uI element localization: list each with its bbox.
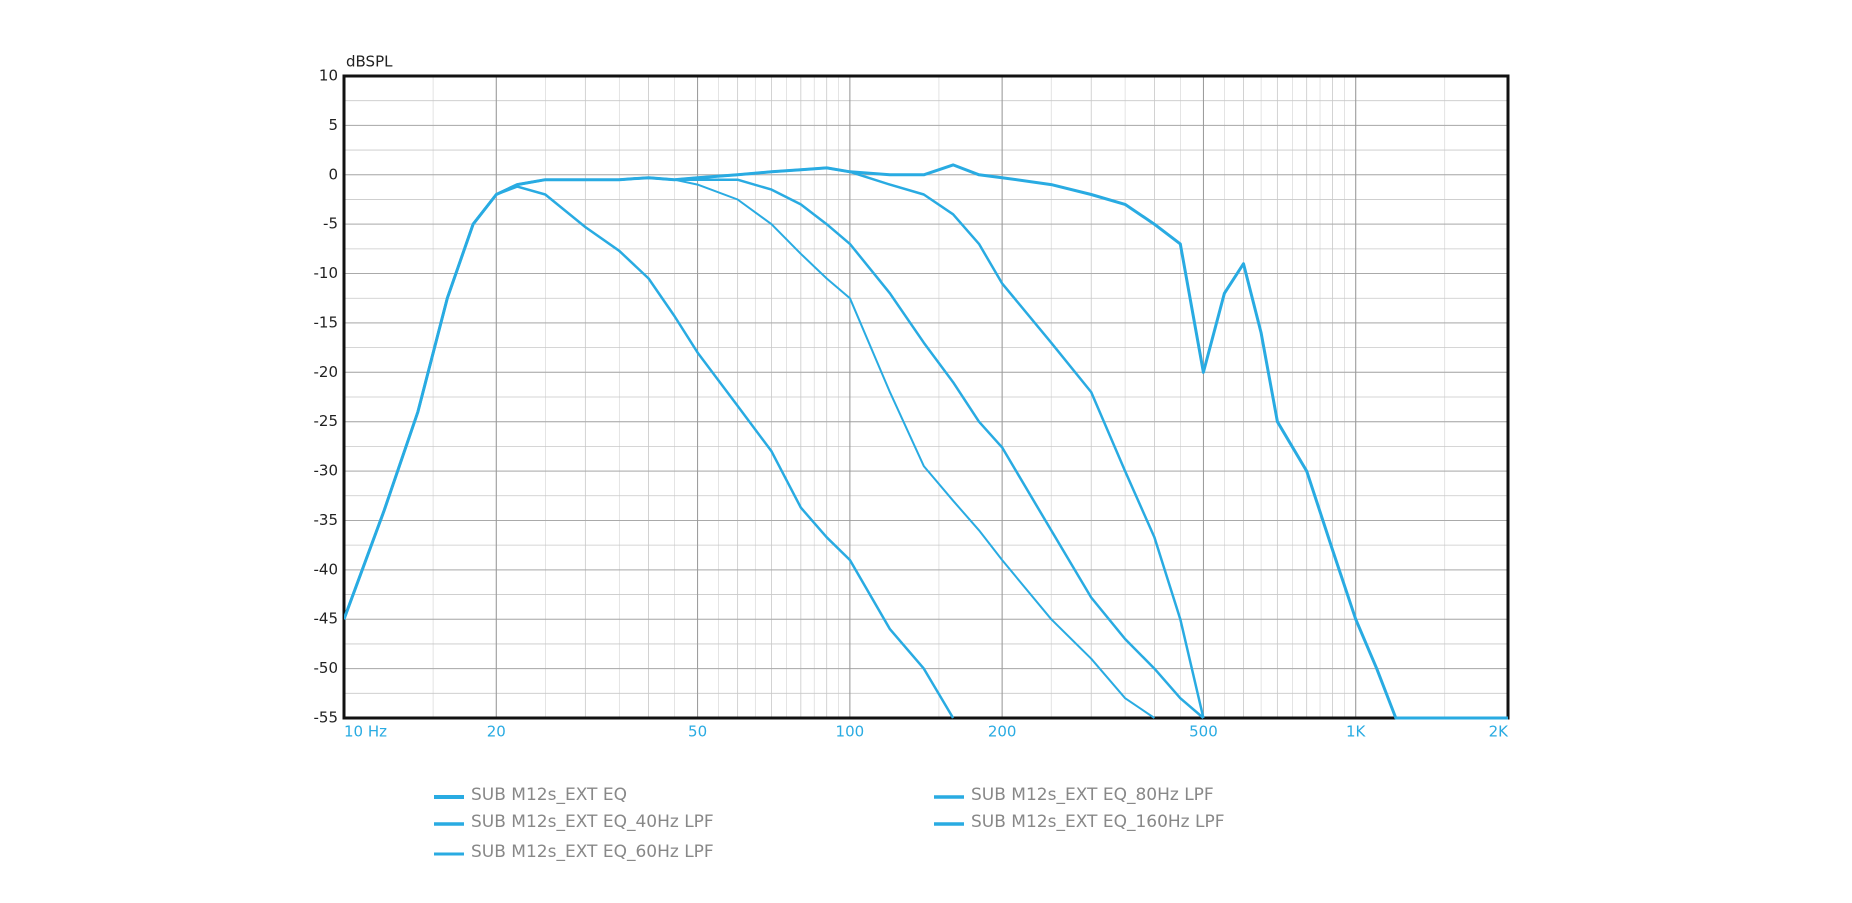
legend-label: SUB M12s_EXT EQ_160Hz LPF (971, 812, 1225, 832)
y-tick-label: 10 (319, 67, 338, 85)
x-tick-label: 1K (1346, 723, 1367, 741)
x-tick-label: 100 (836, 723, 865, 741)
y-tick-label: -30 (314, 462, 339, 480)
x-tick-label: 50 (688, 723, 707, 741)
legend-label: SUB M12s_EXT EQ (471, 785, 627, 805)
y-tick-label: -35 (314, 511, 339, 529)
y-tick-label: -50 (314, 659, 339, 677)
series-line (344, 163, 1508, 720)
x-tick-label: 200 (988, 723, 1017, 741)
y-tick-label: 5 (328, 116, 338, 134)
legend-label: SUB M12s_EXT EQ_80Hz LPF (971, 785, 1214, 805)
y-tick-label: 0 (328, 165, 338, 183)
y-tick-label: -55 (314, 709, 339, 727)
legend-label: SUB M12s_EXT EQ_40Hz LPF (471, 812, 714, 832)
x-tick-label: 10 Hz (344, 723, 387, 741)
x-tick-label: 500 (1189, 723, 1218, 741)
series-line (344, 176, 1205, 719)
x-tick-label: 2K (1489, 723, 1510, 741)
y-tick-label: -25 (314, 412, 339, 430)
x-tick-label: 20 (487, 723, 506, 741)
y-tick-label: -45 (314, 610, 339, 628)
y-axis-label: dBSPL (346, 53, 393, 71)
y-tick-label: -20 (314, 363, 339, 381)
series-line (344, 176, 1155, 719)
legend-label: SUB M12s_EXT EQ_60Hz LPF (471, 842, 714, 862)
plot-frame (342, 74, 1510, 720)
y-tick-label: -40 (314, 560, 339, 578)
y-tick-label: -10 (314, 264, 339, 282)
y-tick-label: -5 (323, 215, 338, 233)
series-line (344, 166, 1205, 719)
y-tick-label: -15 (314, 313, 339, 331)
